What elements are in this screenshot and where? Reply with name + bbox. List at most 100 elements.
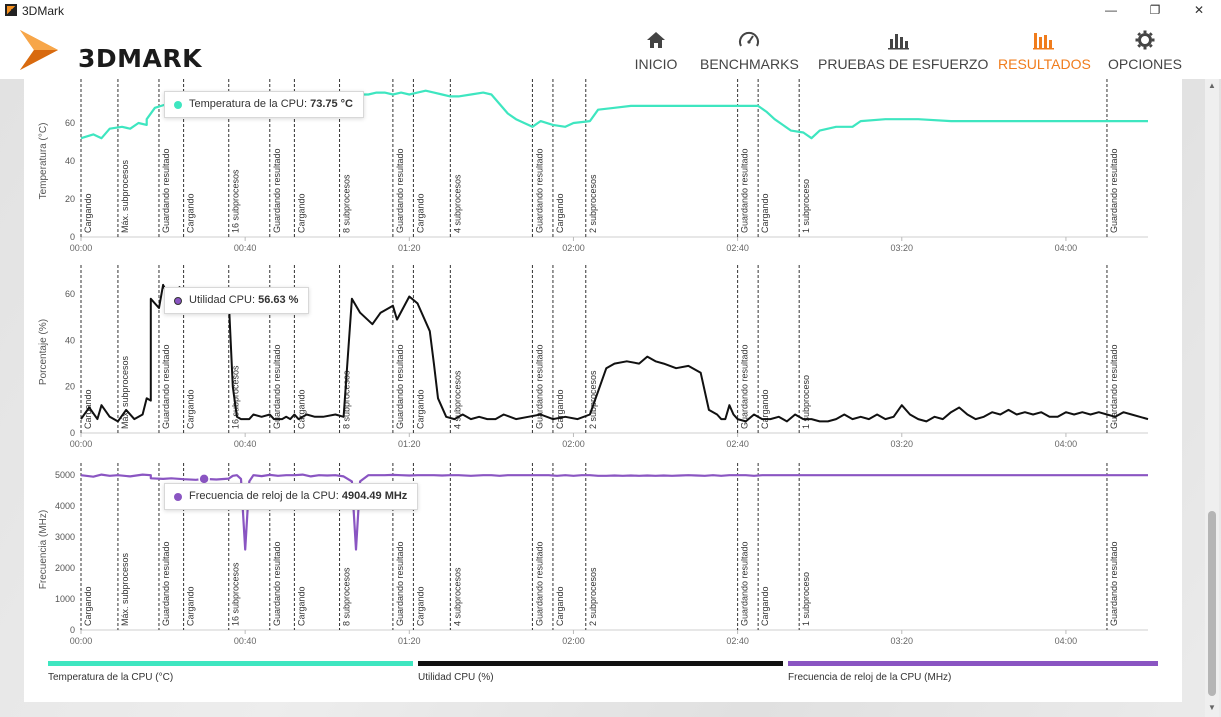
phase-marker-label-guardando-resultado: Guardando resultado bbox=[272, 541, 282, 626]
app-icon bbox=[5, 4, 17, 16]
x-tick-label: 01:20 bbox=[398, 243, 421, 253]
phase-marker-label-max-subprocesos: Máx. subprocesos bbox=[120, 159, 130, 233]
close-button[interactable]: ✕ bbox=[1193, 3, 1205, 17]
nav-resultados[interactable]: RESULTADOS bbox=[998, 21, 1091, 79]
y-tick-label: 60 bbox=[65, 118, 75, 128]
legend-utilization-swatch[interactable] bbox=[418, 661, 783, 666]
legend-utilization-label[interactable]: Utilidad CPU (%) bbox=[418, 672, 494, 683]
scroll-down-arrow-icon[interactable]: ▼ bbox=[1208, 703, 1216, 712]
phase-marker-label-guardando-resultado: Guardando resultado bbox=[395, 541, 405, 626]
scrollbar-thumb[interactable] bbox=[1208, 511, 1216, 696]
3dmark-logo[interactable]: 3DMARK bbox=[18, 26, 218, 73]
home-icon bbox=[647, 32, 665, 48]
phase-marker-label-guardando-resultado: Guardando resultado bbox=[1109, 344, 1119, 429]
x-tick-label: 00:00 bbox=[70, 439, 93, 449]
phase-marker-label-guardando-resultado: Guardando resultado bbox=[740, 344, 750, 429]
nav-opciones[interactable]: OPCIONES bbox=[1108, 21, 1182, 79]
phase-marker-label-4-subprocesos: 4 subprocesos bbox=[452, 567, 462, 626]
x-tick-label: 01:20 bbox=[398, 636, 421, 646]
x-tick-label: 00:00 bbox=[70, 636, 93, 646]
y-tick-label: 2000 bbox=[55, 563, 75, 573]
gear-icon bbox=[1135, 30, 1155, 50]
phase-marker-label-2-subprocesos: 2 subprocesos bbox=[588, 567, 598, 626]
phase-marker-label-cargando: Cargando bbox=[415, 193, 425, 233]
phase-marker-label-guardando-resultado: Guardando resultado bbox=[740, 148, 750, 233]
temperature-tooltip: Temperatura de la CPU: 73.75 °C bbox=[164, 91, 365, 118]
x-tick-label: 00:00 bbox=[70, 243, 93, 253]
y-tick-label: 1000 bbox=[55, 594, 75, 604]
phase-marker-label-4-subprocesos: 4 subprocesos bbox=[452, 174, 462, 233]
minimize-button[interactable]: — bbox=[1105, 3, 1117, 17]
phase-marker-label-max-subprocesos: Máx. subprocesos bbox=[120, 355, 130, 429]
y-tick-label: 20 bbox=[65, 194, 75, 204]
vertical-scrollbar[interactable]: ▲ ▼ bbox=[1205, 79, 1219, 717]
phase-marker-label-8-subprocesos: 8 subprocesos bbox=[342, 174, 352, 233]
nav-pruebas-de-esfuerzo[interactable]: PRUEBAS DE ESFUERZO bbox=[818, 21, 989, 79]
3dmark-logo-icon bbox=[20, 30, 58, 70]
y-tick-label: 40 bbox=[65, 335, 75, 345]
x-tick-label: 00:40 bbox=[234, 243, 257, 253]
maximize-button[interactable]: ❐ bbox=[1149, 3, 1161, 17]
phase-marker-label-guardando-resultado: Guardando resultado bbox=[1109, 148, 1119, 233]
series-line-frecuencia-de-reloj-de-la-cpu-mhz bbox=[80, 473, 1148, 551]
tooltip-dot bbox=[174, 493, 182, 501]
legend-temperature-swatch[interactable] bbox=[48, 661, 413, 666]
phase-marker-label-guardando-resultado: Guardando resultado bbox=[395, 148, 405, 233]
phase-marker-label-guardando-resultado: Guardando resultado bbox=[534, 344, 544, 429]
phase-marker-label-8-subprocesos: 8 subprocesos bbox=[342, 567, 352, 626]
x-tick-label: 03:20 bbox=[891, 243, 914, 253]
tooltip-label: Temperatura de la CPU bbox=[189, 98, 304, 110]
phase-marker-label-4-subprocesos: 4 subprocesos bbox=[452, 370, 462, 429]
phase-marker-label-cargando: Cargando bbox=[83, 193, 93, 233]
x-tick-label: 02:00 bbox=[562, 243, 585, 253]
phase-marker-label-cargando: Cargando bbox=[555, 389, 565, 429]
nav-label: RESULTADOS bbox=[998, 56, 1091, 72]
phase-marker-label-guardando-resultado: Guardando resultado bbox=[272, 344, 282, 429]
y-axis-label: Temperatura (°C) bbox=[38, 123, 49, 200]
phase-marker-label-cargando: Cargando bbox=[760, 389, 770, 429]
phase-marker-label-cargando: Cargando bbox=[555, 193, 565, 233]
scroll-up-arrow-icon[interactable]: ▲ bbox=[1208, 81, 1216, 90]
tooltip-value: 73.75 °C bbox=[310, 98, 354, 110]
phase-marker-label-1-subproceso: 1 subproceso bbox=[801, 179, 811, 233]
app-header: 3DMARK INICIO BENCHMARKS PRUEBAS DE ESFU… bbox=[0, 21, 1221, 79]
phase-marker-label-guardando-resultado: Guardando resultado bbox=[395, 344, 405, 429]
y-tick-label: 0 bbox=[70, 428, 75, 438]
x-tick-label: 02:40 bbox=[726, 636, 749, 646]
x-tick-label: 03:20 bbox=[891, 439, 914, 449]
y-tick-label: 20 bbox=[65, 382, 75, 392]
phase-marker-label-cargando: Cargando bbox=[555, 586, 565, 626]
legend-temperature-label[interactable]: Temperatura de la CPU (°C) bbox=[48, 672, 174, 683]
results-chart-icon bbox=[1033, 33, 1054, 50]
phase-marker-label-cargando: Cargando bbox=[83, 586, 93, 626]
window-title: 3DMark bbox=[22, 4, 65, 18]
utilization-tooltip: Utilidad CPU: 56.63 % bbox=[164, 287, 310, 314]
speedometer-icon bbox=[739, 31, 759, 47]
tooltip-dot bbox=[174, 101, 182, 109]
phase-marker-label-2-subprocesos: 2 subprocesos bbox=[588, 370, 598, 429]
legend-frequency-label[interactable]: Frecuencia de reloj de la CPU (MHz) bbox=[788, 672, 952, 683]
y-tick-label: 0 bbox=[70, 232, 75, 242]
nav-label: PRUEBAS DE ESFUERZO bbox=[818, 56, 989, 72]
legend-frequency-swatch[interactable] bbox=[788, 661, 1158, 666]
x-tick-label: 04:00 bbox=[1055, 636, 1078, 646]
window-titlebar: 3DMark — ❐ ✕ bbox=[0, 0, 1221, 21]
results-page: 00:00 00:40 01:20 02:00 02:40 03:20 04:00 0 20 40… bbox=[0, 79, 1221, 717]
x-tick-label: 00:40 bbox=[234, 439, 257, 449]
phase-marker-label-cargando: Cargando bbox=[296, 389, 306, 429]
x-tick-label: 02:40 bbox=[726, 439, 749, 449]
phase-marker-label-guardando-resultado: Guardando resultado bbox=[1109, 541, 1119, 626]
x-tick-label: 04:00 bbox=[1055, 243, 1078, 253]
phase-marker-label-guardando-resultado: Guardando resultado bbox=[534, 148, 544, 233]
phase-marker-label-cargando: Cargando bbox=[186, 586, 196, 626]
nav-benchmarks[interactable]: BENCHMARKS bbox=[700, 21, 799, 79]
x-tick-label: 03:20 bbox=[891, 636, 914, 646]
nav-inicio[interactable]: INICIO bbox=[632, 21, 680, 79]
phase-marker-label-guardando-resultado: Guardando resultado bbox=[272, 148, 282, 233]
y-tick-label: 5000 bbox=[55, 470, 75, 480]
phase-marker-label-guardando-resultado: Guardando resultado bbox=[161, 344, 171, 429]
phase-marker-label-16-subprocesos: 16 subprocesos bbox=[231, 365, 241, 429]
y-tick-label: 4000 bbox=[55, 501, 75, 511]
nav-label: BENCHMARKS bbox=[700, 56, 799, 72]
y-tick-label: 40 bbox=[65, 156, 75, 166]
